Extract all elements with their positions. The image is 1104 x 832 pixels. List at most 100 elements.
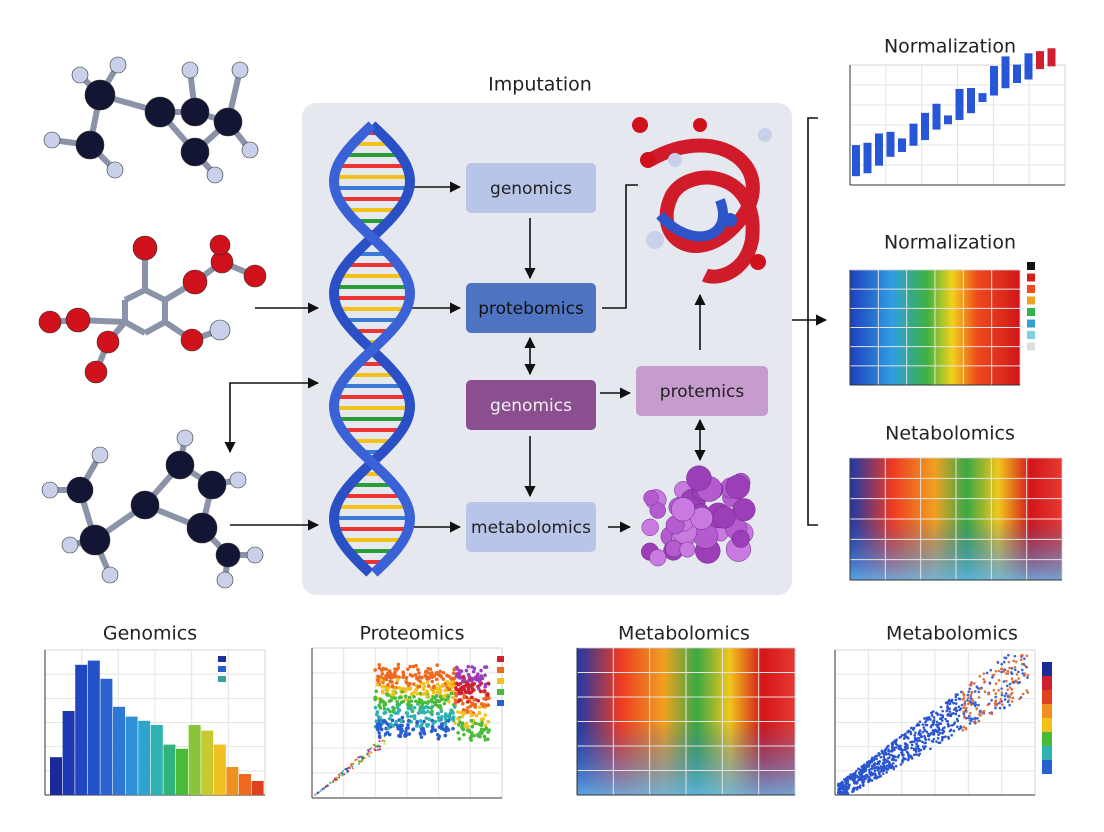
point	[409, 692, 414, 697]
point	[894, 764, 898, 768]
point	[392, 707, 396, 712]
point	[397, 696, 402, 700]
point	[851, 774, 854, 778]
point	[885, 771, 888, 774]
point	[394, 719, 399, 724]
point	[976, 687, 980, 690]
point	[968, 714, 971, 718]
point	[978, 674, 982, 678]
point	[848, 783, 851, 787]
point	[867, 778, 870, 782]
point	[918, 752, 922, 756]
point	[427, 675, 432, 679]
point	[877, 775, 881, 779]
point	[463, 724, 467, 728]
atom	[216, 571, 234, 589]
point	[409, 704, 413, 709]
legend-swatch	[1027, 308, 1035, 316]
point	[921, 723, 925, 726]
point	[876, 769, 880, 772]
point	[451, 717, 456, 721]
point	[862, 784, 865, 787]
point	[879, 755, 883, 759]
point	[1010, 667, 1014, 670]
point	[961, 728, 965, 732]
point	[441, 670, 446, 675]
point	[340, 772, 343, 775]
point	[860, 777, 863, 781]
point	[378, 740, 381, 743]
colorbar-segment	[1042, 732, 1052, 746]
point	[412, 705, 417, 710]
point	[374, 743, 377, 746]
point	[316, 792, 319, 795]
point	[443, 733, 448, 738]
point	[883, 748, 887, 752]
colorbar-segment	[1042, 676, 1052, 690]
point	[406, 667, 410, 672]
point	[483, 713, 488, 717]
point	[314, 793, 317, 796]
point	[396, 724, 400, 729]
legend-swatch	[218, 656, 226, 662]
point	[954, 706, 958, 710]
point	[383, 742, 386, 745]
point	[437, 734, 442, 739]
point	[464, 668, 469, 673]
point	[961, 691, 964, 694]
bond	[123, 319, 147, 336]
atom	[180, 328, 204, 352]
atom	[181, 61, 199, 79]
histogram-bar	[150, 725, 163, 795]
point	[450, 680, 455, 684]
point	[476, 698, 481, 703]
point	[403, 688, 408, 692]
point	[451, 726, 455, 731]
point	[878, 773, 881, 776]
point	[948, 702, 952, 706]
point	[859, 775, 863, 778]
point	[397, 734, 401, 738]
point	[477, 722, 482, 727]
point	[863, 769, 867, 773]
point	[957, 727, 961, 731]
point	[977, 720, 980, 723]
point	[847, 786, 850, 790]
point	[945, 719, 949, 723]
point	[853, 775, 856, 778]
point	[482, 696, 486, 701]
point	[1000, 693, 1004, 697]
point	[426, 666, 430, 671]
point	[990, 698, 993, 702]
point	[483, 682, 488, 687]
point	[936, 725, 939, 728]
range-bar	[1024, 53, 1033, 80]
point	[901, 758, 905, 762]
point	[952, 708, 956, 711]
atom	[750, 254, 766, 270]
arrow	[602, 184, 638, 309]
point	[1012, 659, 1015, 663]
point	[486, 681, 491, 686]
point	[486, 730, 490, 734]
point	[406, 714, 410, 719]
point	[377, 744, 380, 747]
atom	[243, 264, 267, 288]
atom	[182, 269, 208, 295]
point	[891, 762, 895, 765]
point	[992, 688, 996, 692]
atom	[43, 131, 61, 149]
point	[386, 682, 390, 687]
point	[441, 683, 445, 687]
point	[401, 670, 405, 674]
point	[935, 711, 938, 715]
point	[1015, 673, 1019, 676]
point	[457, 723, 461, 727]
point	[1006, 700, 1010, 704]
point	[431, 721, 435, 726]
point	[454, 681, 459, 686]
point	[976, 717, 979, 720]
point	[867, 768, 871, 772]
point	[863, 777, 866, 781]
